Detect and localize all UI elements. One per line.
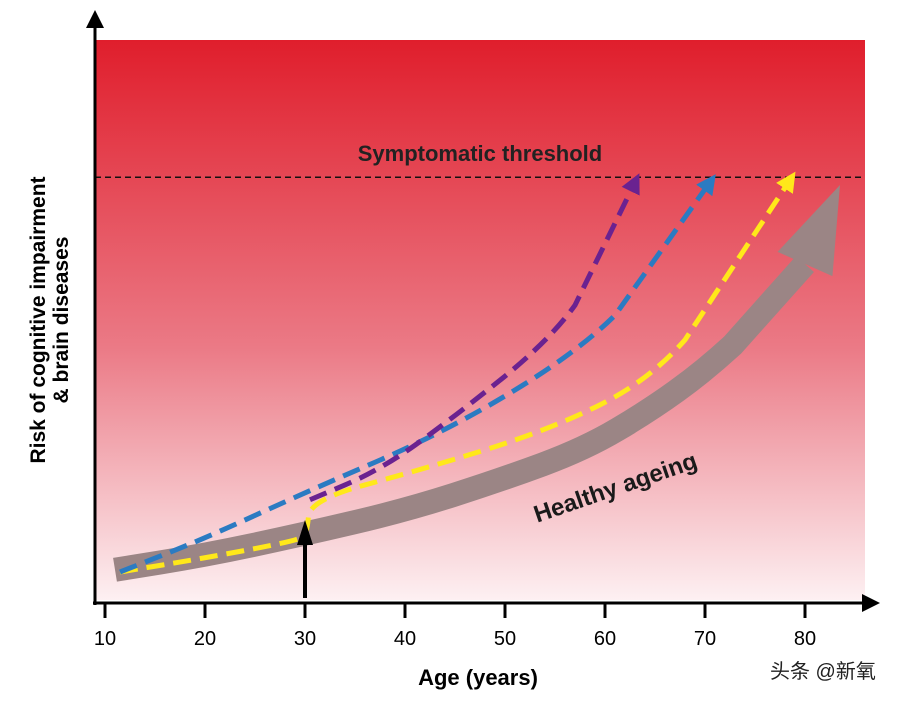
blue-trajectory-line — [119, 174, 716, 575]
healthy-ageing-arrowhead-icon — [777, 185, 840, 277]
x-tick-label: 60 — [594, 628, 616, 650]
x-tick-label: 40 — [394, 628, 416, 650]
healthy-ageing-band — [113, 256, 814, 582]
watermark: 头条 @新氧 — [770, 660, 876, 683]
y-axis-arrow-icon — [86, 10, 104, 28]
threshold-label: Symptomatic threshold — [358, 141, 602, 166]
onset-arrow-icon — [297, 520, 313, 545]
x-tick-label: 30 — [294, 628, 316, 650]
y-axis-label-line1: Risk of cognitive impairment — [27, 176, 50, 463]
y-axis-label-line2: & brain diseases — [50, 237, 73, 404]
x-tick-label: 50 — [494, 628, 516, 650]
x-axis-arrow-icon — [862, 594, 880, 612]
x-tick-label: 10 — [94, 628, 116, 650]
plot-background — [95, 40, 865, 600]
yellow-trajectory-line — [119, 171, 796, 575]
x-tick-label: 70 — [694, 628, 716, 650]
x-tick-label: 20 — [194, 628, 216, 650]
purple-trajectory-line — [309, 173, 640, 503]
x-axis-label: Age (years) — [418, 665, 538, 690]
x-tick-label: 80 — [794, 628, 816, 650]
